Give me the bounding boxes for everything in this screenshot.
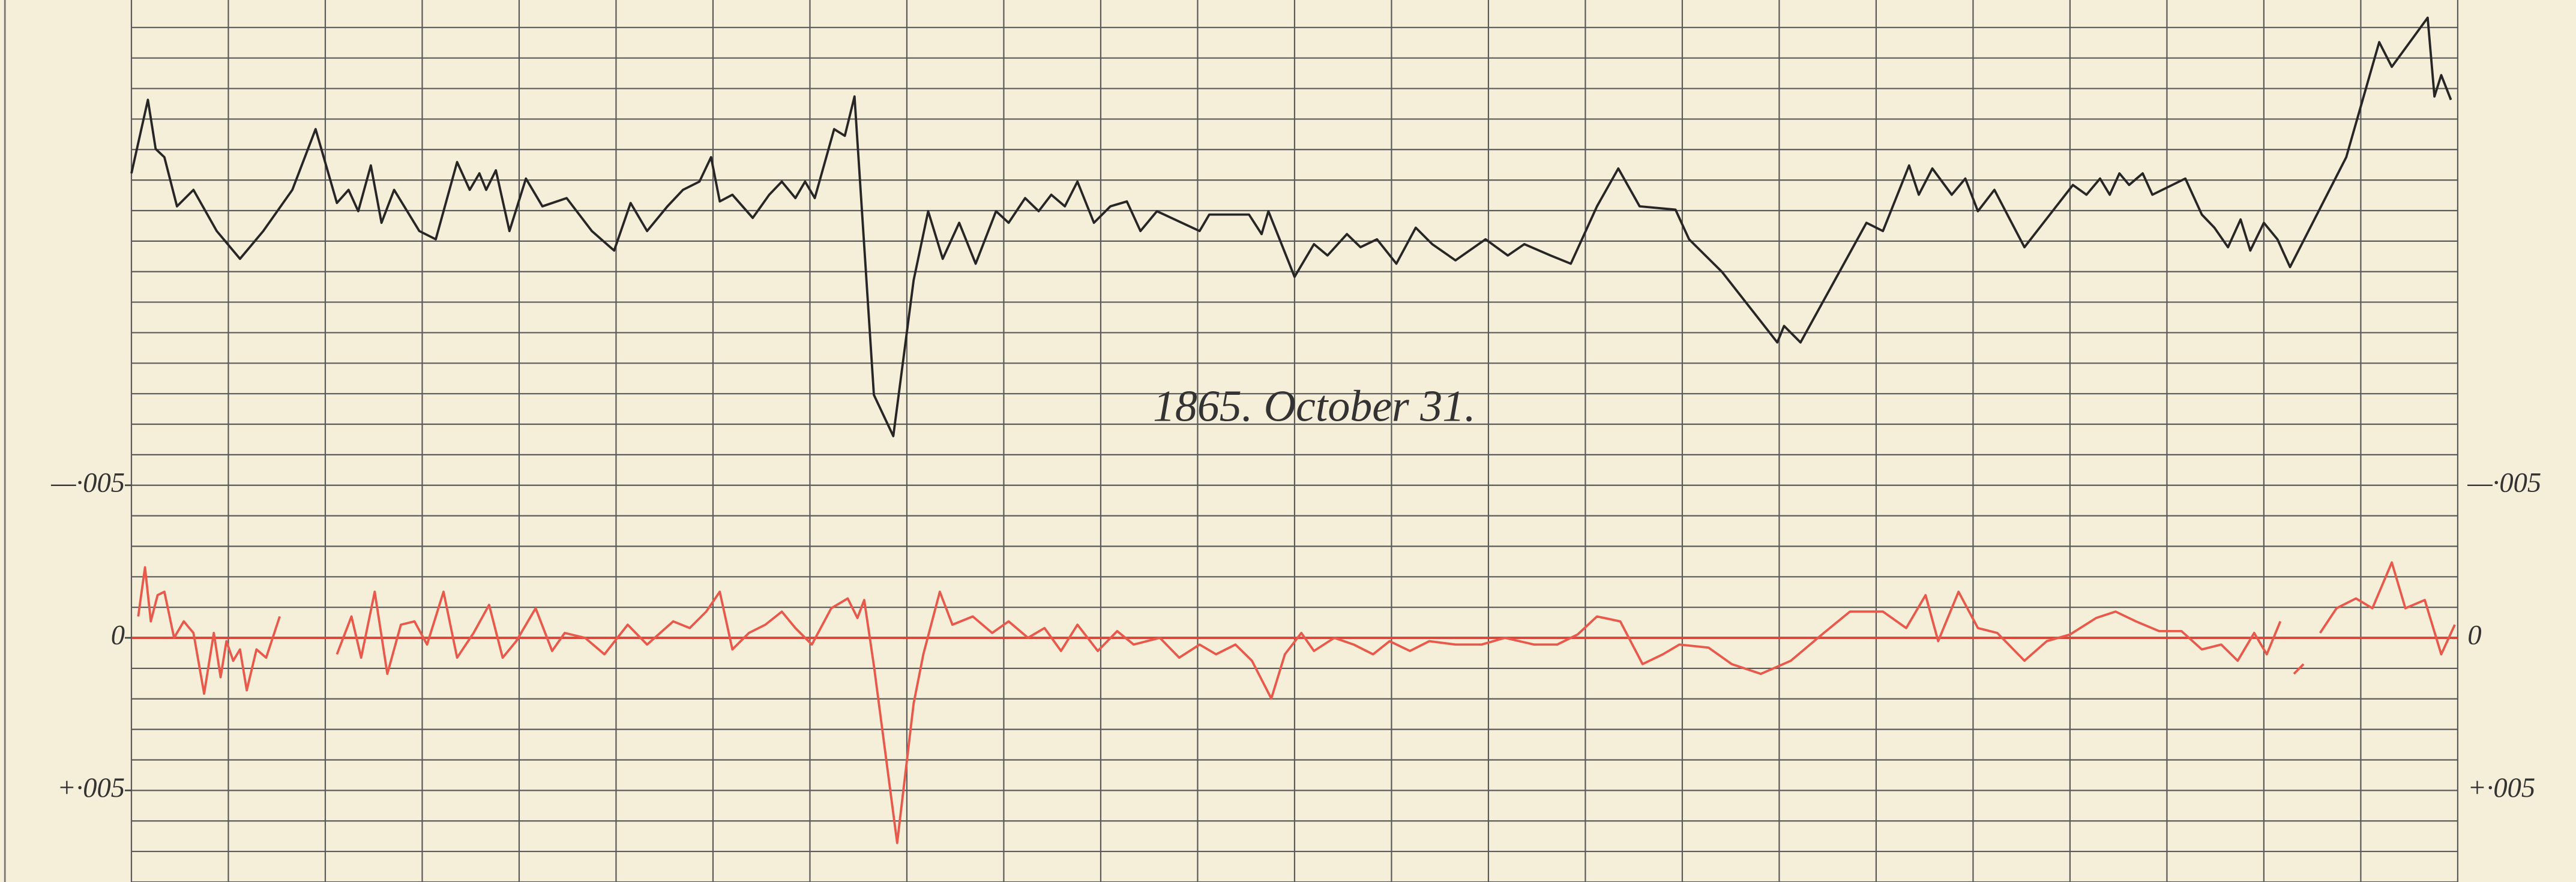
y-tick-label: —·005 <box>50 467 125 498</box>
y-tick-label: +·005 <box>57 773 125 803</box>
y-tick-label-right: 0 <box>2467 620 2481 651</box>
y-tick-label-right: —·005 <box>2467 467 2541 498</box>
grid: —·005 —·005 0 0 +·005 +·005 <box>50 0 2541 882</box>
y-tick-label-right: +·005 <box>2467 773 2535 803</box>
plot <box>130 16 2458 844</box>
y-tick-label: 0 <box>111 620 125 651</box>
chart-title: 1865. October 31. <box>1153 381 1476 430</box>
data-line <box>130 16 2452 437</box>
data-line <box>137 561 2456 844</box>
